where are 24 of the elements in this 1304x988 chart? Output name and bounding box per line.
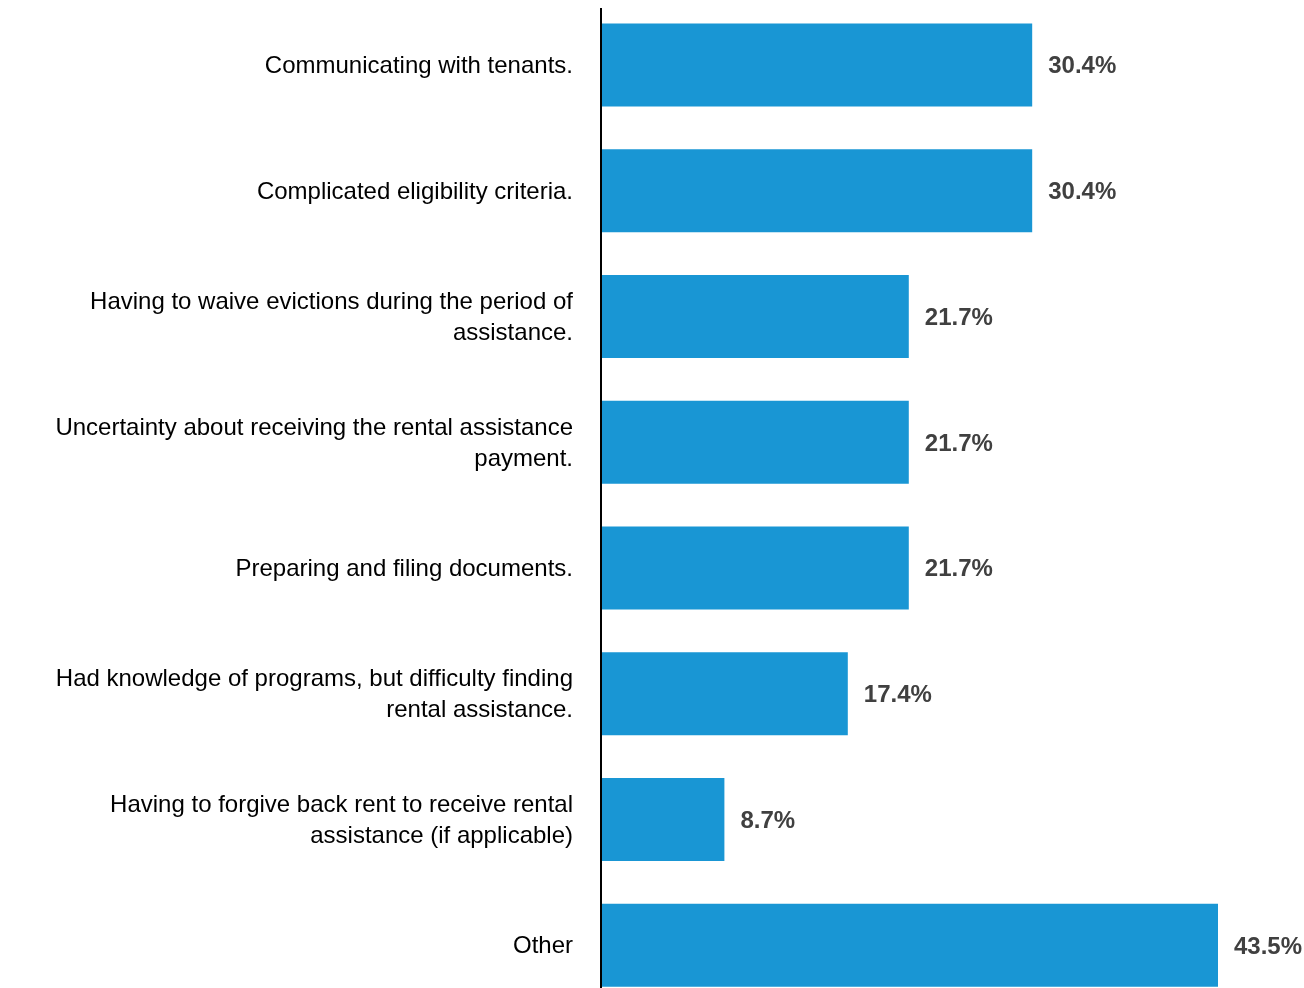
bar: [601, 777, 725, 861]
data-label: 30.4%: [1048, 51, 1117, 79]
data-label: 21.7%: [924, 302, 993, 330]
data-label: 21.7%: [924, 554, 993, 582]
y-tick-label: Other: [512, 931, 573, 959]
y-tick-label: Uncertainty about receiving the rental assistance payment.: [55, 412, 573, 471]
bar: [601, 400, 909, 484]
bar: [601, 149, 1033, 233]
y-tick-label: Having to forgive back rent to receive rental assistance (if applicable): [110, 789, 573, 848]
bar: [601, 652, 848, 736]
y-tick-label: Preparing and filing documents.: [235, 553, 573, 581]
data-label: 43.5%: [1234, 931, 1303, 959]
y-tick-label: Communicating with tenants.: [264, 50, 573, 78]
bar: [601, 274, 909, 358]
bar: [601, 23, 1033, 107]
data-label: 17.4%: [863, 680, 932, 708]
bar: [601, 903, 1218, 987]
y-tick-label: Having to waive evictions during the period of assistance.: [90, 286, 574, 345]
data-label: 8.7%: [740, 805, 796, 833]
data-label: 30.4%: [1048, 177, 1117, 205]
y-tick-label: Had knowledge of programs, but difficulty finding rental assistance.: [55, 664, 573, 723]
data-label: 21.7%: [924, 428, 993, 456]
y-tick-label: Complicated eligibility criteria.: [256, 176, 573, 204]
bar: [601, 526, 909, 610]
